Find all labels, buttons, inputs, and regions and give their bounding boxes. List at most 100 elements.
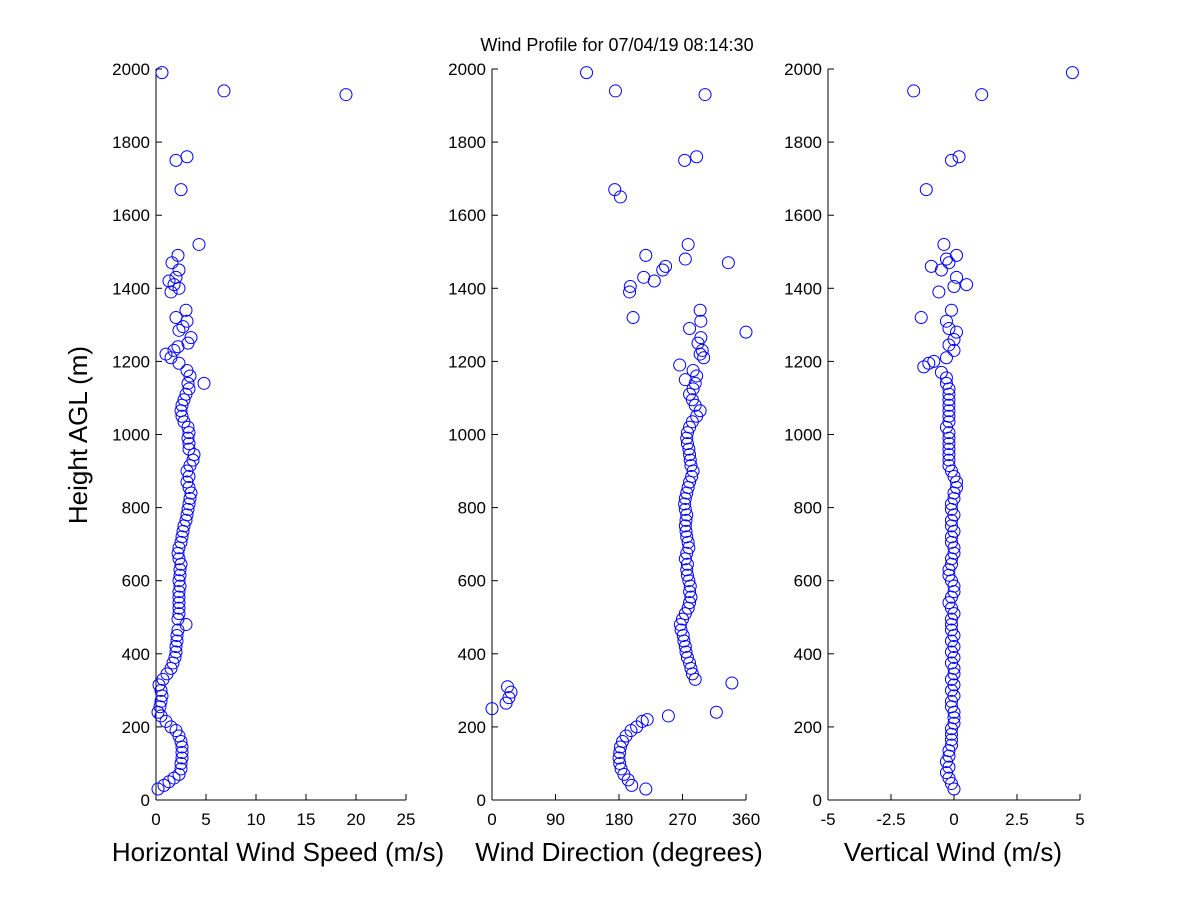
data-point [942,442,956,456]
y-tick-label: 1400 [784,279,822,298]
data-point [612,751,626,765]
data-point [686,382,700,396]
y-tick-label: 600 [458,572,486,591]
data-point [684,590,698,604]
data-point [683,322,697,336]
data-point [695,343,709,357]
y-tick-label: 1200 [112,352,150,371]
data-point [168,650,182,664]
data-point [944,727,958,741]
data-point [172,767,186,781]
data-point [171,248,185,262]
data-point [154,709,168,723]
y-tick-label: 200 [458,718,486,737]
x-axis-label: Vertical Wind (m/s) [844,837,1062,867]
data-point [175,530,189,544]
y-axis-label: Height AGL (m) [63,346,93,524]
data-point [184,331,198,345]
data-point [694,314,708,328]
panel-1: 0 200 400 600 800 1000 1200 1400 1600 1800 2000 0 5 1… [112,60,444,867]
data-point [180,475,194,489]
data-point [950,248,964,262]
x-tick-label: 2.5 [1005,810,1029,829]
data-point [154,683,168,697]
data-point [680,437,694,451]
data-point [174,756,188,770]
data-point [682,541,696,555]
data-point [683,585,697,599]
y-tick-label: 2000 [784,60,822,79]
data-point [174,183,188,197]
data-point [942,387,956,401]
data-point [181,376,195,390]
data-point [172,596,186,610]
data-point [680,650,694,664]
data-point [172,552,186,566]
data-point [182,470,196,484]
data-point [164,285,178,299]
x-tick-label: 25 [397,810,416,829]
data-point [182,382,196,396]
data-point [678,502,692,516]
y-tick-label: 800 [458,499,486,518]
data-point [1065,66,1079,80]
data-point [169,270,183,284]
data-point [678,497,692,511]
x-tick-label: 360 [732,810,760,829]
data-point [942,404,956,418]
data-point [172,607,186,621]
data-point [174,535,188,549]
data-point [172,585,186,599]
x-tick-label: 10 [247,810,266,829]
data-point [679,513,693,527]
x-tick-label: 5 [1075,810,1084,829]
data-point [174,735,188,749]
data-point [159,347,173,361]
data-point [167,343,181,357]
data-point [170,629,184,643]
data-point [942,459,956,473]
data-point [172,263,186,277]
data-point [944,618,958,632]
data-point [181,431,195,445]
data-point [183,491,197,505]
data-point [172,356,186,370]
data-point [172,601,186,615]
y-tick-label: 1000 [784,426,822,445]
y-tick-label: 2000 [112,60,150,79]
data-point [155,66,169,80]
data-point [180,314,194,328]
data-point [944,733,958,747]
data-point [914,311,928,325]
data-point [950,325,964,339]
y-tick-label: 1400 [448,279,486,298]
data-point [169,645,183,659]
data-point [721,256,735,270]
data-point [697,351,711,365]
data-point [179,303,193,317]
data-point [942,409,956,423]
data-point [678,639,692,653]
data-point [942,431,956,445]
data-point [501,680,515,694]
panel-2: 0 200 400 600 800 1000 1200 1400 1600 1800 2000 0 90… [448,60,763,867]
data-point [942,322,956,336]
data-point [153,700,167,714]
data-point [688,376,702,390]
data-point [192,237,206,251]
y-tick-label: 1200 [448,352,486,371]
data-point [947,279,961,293]
data-point [680,568,694,582]
x-tick-label: 270 [668,810,696,829]
data-point [939,252,953,266]
data-point [502,691,516,705]
data-point [937,237,951,251]
y-tick-label: 1600 [112,206,150,225]
x-tick-label: -2.5 [876,810,905,829]
data-point [182,437,196,451]
data-point [160,667,174,681]
data-point [170,634,184,648]
data-point [944,303,958,317]
data-point [944,623,958,637]
data-point [942,415,956,429]
